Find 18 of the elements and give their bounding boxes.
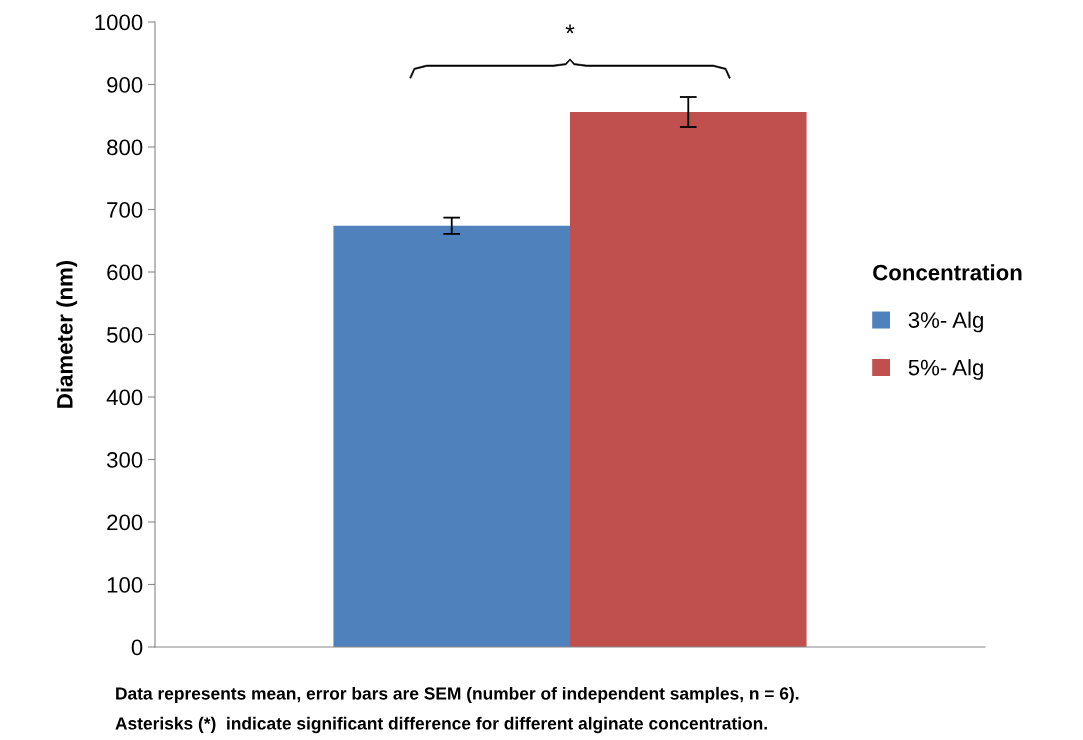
y-tick-label: 1000 (95, 14, 143, 31)
y-tick-label: 400 (106, 389, 143, 406)
y-tick-label: 600 (107, 264, 143, 281)
y-tick-label: 0 (131, 639, 143, 656)
y-tick-label: 700 (107, 202, 143, 218)
y-tick-label: 800 (107, 139, 143, 156)
legend-title: Concentration (873, 264, 1022, 281)
annotation: * (565, 24, 575, 34)
y-tick-label: 300 (106, 452, 143, 468)
y-tick-label: 200 (107, 514, 143, 531)
y-tick-label: 900 (107, 77, 143, 93)
text: Asterisks (*) indicate significant difference for different alginate concentration. (115, 716, 767, 734)
legend-label: 3%- Alg (908, 311, 983, 333)
legend-label: 5%- Alg (908, 359, 983, 380)
y-tick-label: 500 (107, 327, 143, 343)
text: Data represents mean, error bars are SEM (number of independent samples, n = 6). (116, 686, 799, 704)
y-axis-title: Diameter (nm) (56, 260, 78, 408)
y-tick-label: 100 (107, 577, 143, 593)
